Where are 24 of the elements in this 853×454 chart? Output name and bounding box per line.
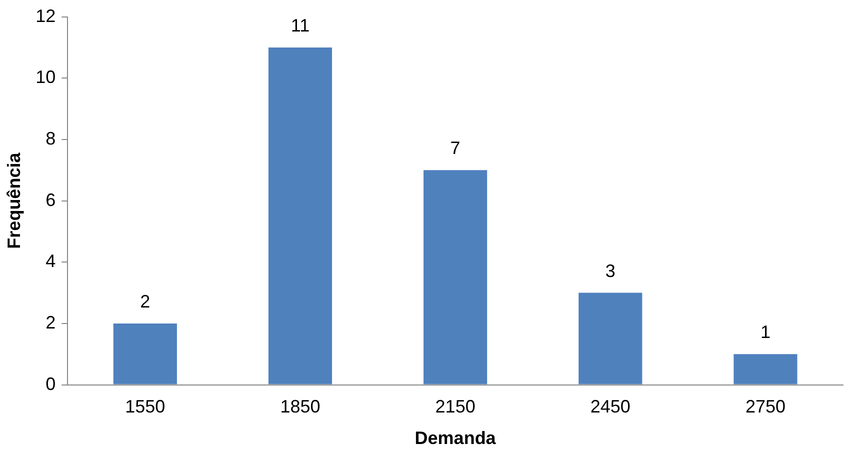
data-label: 11 bbox=[290, 15, 310, 36]
bar bbox=[734, 354, 798, 384]
x-axis-title: Demanda bbox=[414, 428, 497, 448]
y-axis-title: Frequência bbox=[4, 152, 24, 249]
bar bbox=[113, 323, 177, 384]
x-tick-label: 2450 bbox=[590, 396, 630, 417]
y-tick-label: 2 bbox=[46, 312, 56, 332]
y-tick-label: 12 bbox=[36, 6, 56, 26]
data-label: 7 bbox=[450, 138, 460, 158]
data-label: 1 bbox=[760, 322, 770, 342]
bar bbox=[424, 170, 488, 384]
x-tick-label: 1550 bbox=[125, 396, 166, 417]
data-label: 2 bbox=[140, 291, 150, 312]
x-tick-label: 2750 bbox=[745, 396, 786, 417]
y-tick-label: 8 bbox=[46, 128, 56, 148]
data-label: 3 bbox=[605, 260, 616, 281]
bar bbox=[268, 47, 332, 384]
x-tick-label: 1850 bbox=[280, 396, 320, 417]
y-tick-label: 4 bbox=[46, 251, 56, 272]
y-tick-label: 0 bbox=[46, 374, 56, 394]
x-tick-label: 2150 bbox=[435, 396, 476, 417]
y-tick-label: 10 bbox=[36, 67, 56, 88]
y-tick-label: 6 bbox=[46, 190, 56, 210]
bar bbox=[578, 292, 642, 384]
